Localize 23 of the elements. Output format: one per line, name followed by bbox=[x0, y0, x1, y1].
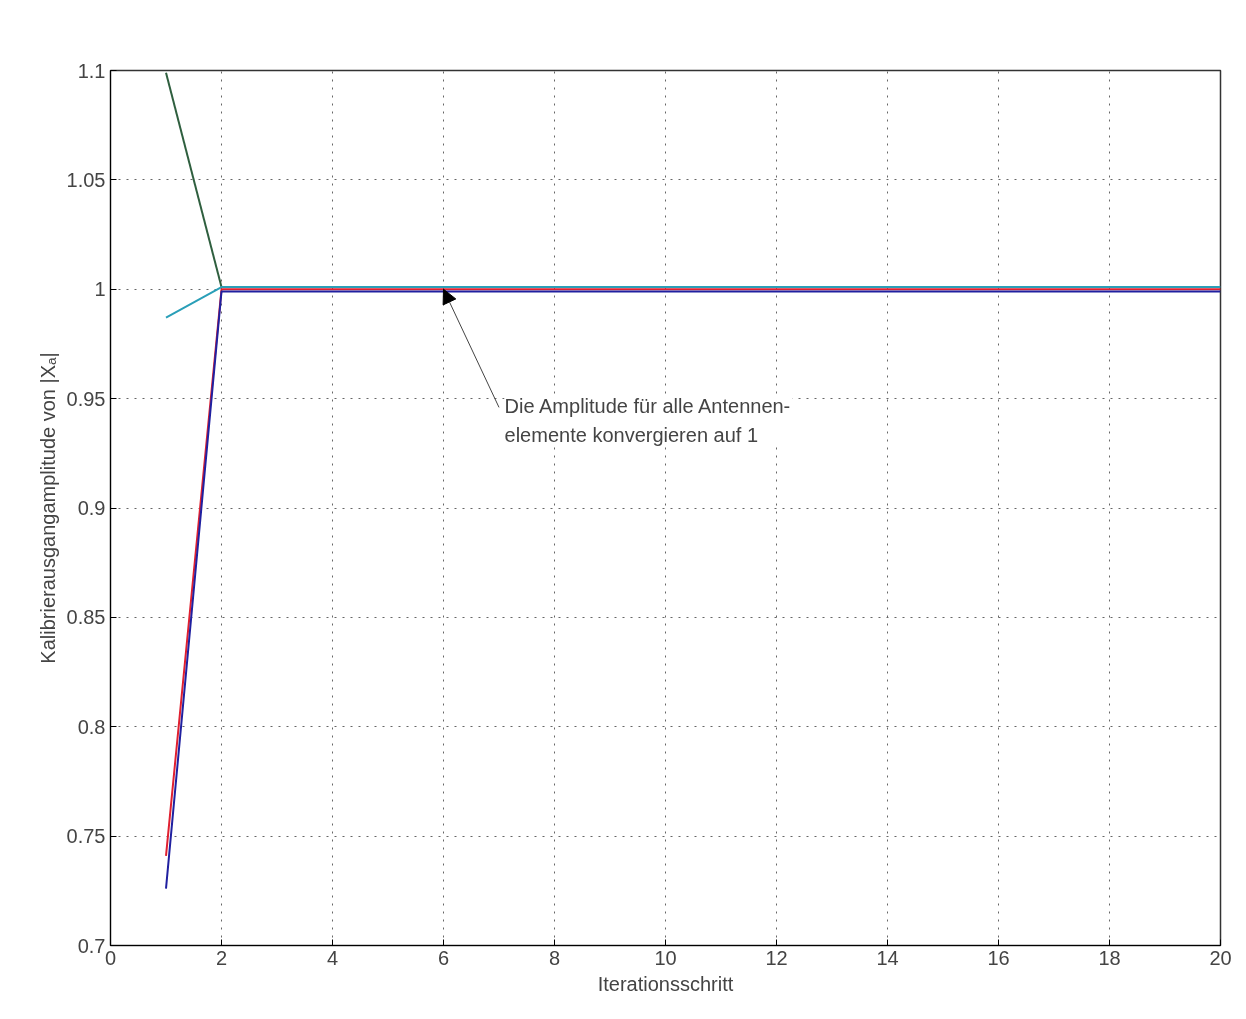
y-tick-label: 0.85 bbox=[66, 606, 106, 629]
x-tick-label: 12 bbox=[765, 946, 788, 969]
x-tick-label: 4 bbox=[326, 946, 339, 969]
y-tick-label: 0.8 bbox=[77, 715, 106, 738]
x-tick-label: 18 bbox=[1098, 946, 1121, 969]
y-tick-label: 0.7 bbox=[77, 934, 106, 957]
x-tick-label: 6 bbox=[437, 946, 450, 969]
x-tick-label: 10 bbox=[654, 946, 677, 969]
y-tick-label: 0.75 bbox=[66, 825, 106, 848]
y-axis-title: Kalibrierausgangamplitude von |Xₐ| bbox=[36, 352, 59, 664]
x-tick-label: 20 bbox=[1209, 946, 1232, 969]
x-tick-label: 2 bbox=[215, 946, 228, 969]
y-tick-label: 0.9 bbox=[77, 497, 106, 519]
y-tick-label: 1 bbox=[94, 278, 106, 301]
x-axis-title: Iterationsschritt bbox=[597, 972, 734, 995]
annotation: Die Amplitude für alle Antennen- elemente konvergieren auf 1 bbox=[504, 395, 791, 446]
x-tick-label: 16 bbox=[987, 946, 1010, 969]
y-tick-label: 1.1 bbox=[77, 59, 106, 82]
x-tick-label: 14 bbox=[876, 946, 899, 969]
x-tick-label: 8 bbox=[548, 946, 561, 969]
y-tick-label: 1.05 bbox=[66, 168, 106, 191]
x-tick-label: 0 bbox=[104, 946, 117, 969]
y-tick-label: 0.95 bbox=[66, 387, 106, 410]
